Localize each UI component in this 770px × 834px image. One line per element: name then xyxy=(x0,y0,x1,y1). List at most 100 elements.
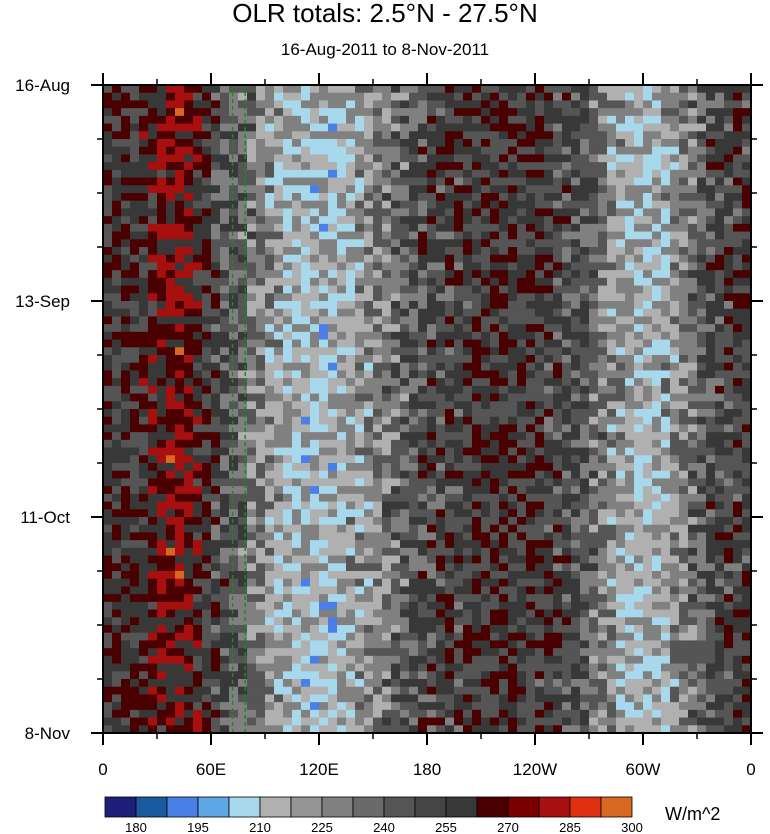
field-cell xyxy=(679,455,689,464)
field-cell xyxy=(103,594,113,603)
field-cell xyxy=(166,532,176,541)
field-cell xyxy=(355,85,365,94)
field-cell xyxy=(571,571,581,580)
field-cell xyxy=(301,432,311,441)
field-cell xyxy=(724,262,734,271)
field-cell xyxy=(742,123,751,132)
field-cell xyxy=(580,231,590,240)
field-cell xyxy=(436,571,446,580)
field-cell xyxy=(148,416,158,426)
field-cell xyxy=(463,316,473,325)
field-cell xyxy=(346,432,356,441)
field-cell xyxy=(310,501,320,510)
field-cell xyxy=(409,578,419,588)
field-cell xyxy=(607,85,617,94)
field-cell xyxy=(400,185,410,194)
field-cell xyxy=(481,509,491,518)
field-cell xyxy=(229,146,239,156)
field-cell xyxy=(643,223,653,233)
field-cell xyxy=(220,470,230,480)
field-cell xyxy=(256,254,266,264)
field-cell xyxy=(274,463,284,472)
field-cell xyxy=(409,601,419,611)
field-cell xyxy=(409,177,419,186)
field-cell xyxy=(310,247,320,256)
field-cell xyxy=(139,486,149,495)
field-cell xyxy=(490,92,500,102)
field-cell xyxy=(724,277,734,287)
field-cell xyxy=(715,239,725,248)
field-cell xyxy=(148,262,158,271)
field-cell xyxy=(580,239,590,248)
field-cell xyxy=(544,162,554,171)
field-cell xyxy=(265,609,275,618)
field-cell xyxy=(724,571,734,580)
field-cell xyxy=(229,432,239,441)
field-cell xyxy=(661,609,671,618)
field-cell xyxy=(625,416,635,426)
field-cell xyxy=(715,409,725,418)
field-cell xyxy=(391,339,401,348)
field-cell xyxy=(292,378,302,387)
field-cell xyxy=(544,146,554,156)
field-cell xyxy=(742,486,751,495)
field-cell xyxy=(382,270,392,279)
field-cell xyxy=(409,547,419,557)
field-cell xyxy=(346,563,356,572)
field-cell xyxy=(598,115,608,125)
field-cell xyxy=(715,301,725,310)
field-cell xyxy=(184,486,194,495)
field-cell xyxy=(589,139,599,148)
field-cell xyxy=(328,115,338,125)
field-cell xyxy=(643,362,653,372)
field-cell xyxy=(220,339,230,348)
field-cell xyxy=(643,316,653,325)
field-cell xyxy=(571,509,581,518)
field-cell xyxy=(148,324,158,333)
field-cell xyxy=(364,586,374,595)
field-cell xyxy=(148,401,158,410)
field-cell xyxy=(346,617,356,626)
field-cell xyxy=(328,432,338,441)
field-cell xyxy=(337,409,347,418)
field-cell xyxy=(454,524,464,534)
field-cell xyxy=(364,131,374,140)
field-cell xyxy=(202,208,212,217)
field-cell xyxy=(679,239,689,248)
field-cell xyxy=(706,277,716,287)
field-cell xyxy=(427,463,437,472)
field-cell xyxy=(175,208,185,217)
field-cell xyxy=(166,262,176,271)
field-cell xyxy=(508,416,518,426)
field-cell xyxy=(229,555,239,564)
field-cell xyxy=(580,416,590,426)
field-cell xyxy=(661,594,671,603)
field-cell xyxy=(553,223,563,233)
field-cell xyxy=(229,193,239,202)
field-cell xyxy=(454,154,464,163)
field-cell xyxy=(490,385,500,395)
field-cell xyxy=(562,200,572,210)
field-cell xyxy=(103,532,113,541)
field-cell xyxy=(679,447,689,456)
field-cell xyxy=(535,301,545,310)
field-cell xyxy=(526,432,536,441)
field-cell xyxy=(292,208,302,217)
field-cell xyxy=(157,177,167,186)
field-cell xyxy=(490,586,500,595)
field-cell xyxy=(175,416,185,426)
field-cell xyxy=(139,571,149,580)
field-cell xyxy=(391,308,401,318)
field-cell xyxy=(616,247,626,256)
field-cell xyxy=(337,177,347,186)
field-cell xyxy=(715,416,725,426)
field-cell xyxy=(697,85,707,94)
field-cell xyxy=(499,347,509,356)
field-cell xyxy=(454,115,464,125)
field-cell xyxy=(112,455,122,464)
field-cell xyxy=(328,501,338,510)
field-cell xyxy=(553,108,563,117)
field-cell xyxy=(589,594,599,603)
field-cell xyxy=(553,324,563,333)
field-cell xyxy=(364,447,374,456)
